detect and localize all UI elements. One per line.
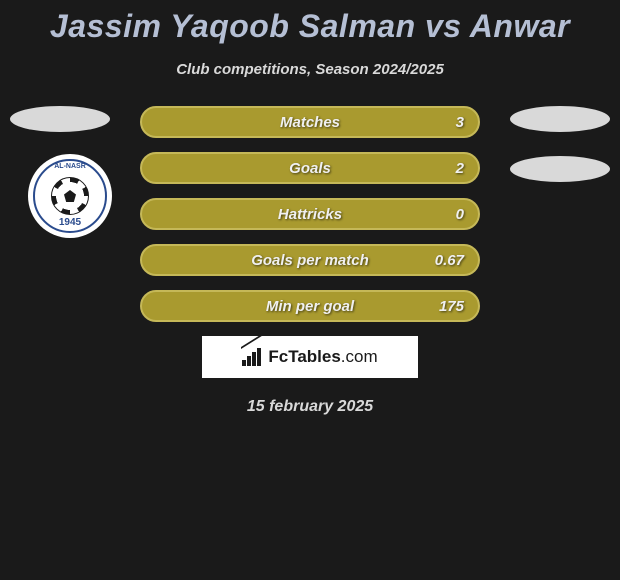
player-right-placeholder-1 xyxy=(510,106,610,132)
club-badge-year: 1945 xyxy=(59,217,81,228)
stat-label: Matches xyxy=(280,114,340,131)
bar-chart-icon xyxy=(242,348,264,366)
stat-label: Goals xyxy=(289,160,331,177)
brand-text-light: .com xyxy=(341,347,378,366)
stat-label: Hattricks xyxy=(278,206,342,223)
comparison-panel: AL-NASR 1945 Matches 3 Goals 2 Hattricks… xyxy=(0,106,620,416)
stat-value: 3 xyxy=(456,114,464,131)
stat-row: Goals per match 0.67 xyxy=(140,244,480,276)
stat-row: Hattricks 0 xyxy=(140,198,480,230)
brand-text-strong: FcTables xyxy=(268,347,340,366)
club-badge: AL-NASR 1945 xyxy=(28,154,112,238)
stat-row: Goals 2 xyxy=(140,152,480,184)
brand-text: FcTables.com xyxy=(268,347,377,367)
stat-rows: Matches 3 Goals 2 Hattricks 0 Goals per … xyxy=(140,106,480,322)
subtitle: Club competitions, Season 2024/2025 xyxy=(0,61,620,78)
club-badge-ring: AL-NASR 1945 xyxy=(33,159,107,233)
player-left-placeholder xyxy=(10,106,110,132)
page-title: Jassim Yaqoob Salman vs Anwar xyxy=(0,0,620,45)
stat-value: 0.67 xyxy=(435,252,464,269)
player-right-placeholder-2 xyxy=(510,156,610,182)
stat-row: Matches 3 xyxy=(140,106,480,138)
stat-value: 175 xyxy=(439,298,464,315)
stat-row: Min per goal 175 xyxy=(140,290,480,322)
brand-box[interactable]: FcTables.com xyxy=(202,336,418,378)
stat-value: 0 xyxy=(456,206,464,223)
stat-label: Min per goal xyxy=(266,298,354,315)
stat-value: 2 xyxy=(456,160,464,177)
club-badge-name: AL-NASR xyxy=(54,163,86,170)
stat-label: Goals per match xyxy=(251,252,369,269)
date-label: 15 february 2025 xyxy=(0,398,620,416)
soccer-ball-icon xyxy=(51,177,89,215)
